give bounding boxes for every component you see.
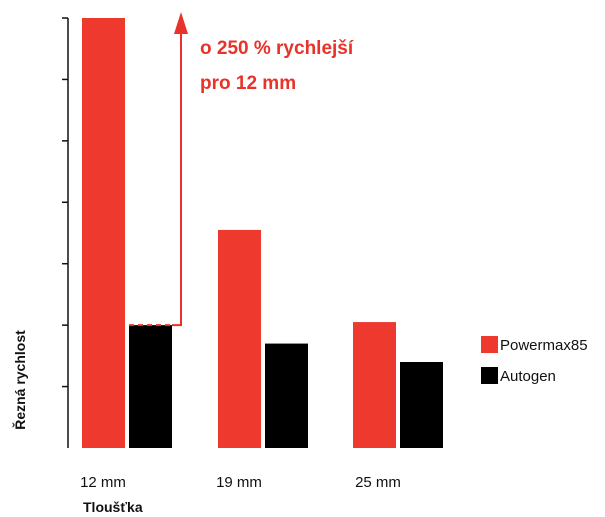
- annotation-line-1: o 250 % rychlejší: [200, 38, 354, 59]
- annotation-line-2: pro 12 mm: [200, 73, 296, 94]
- annotation: o 250 % rychlejší pro 12 mm: [129, 12, 354, 327]
- x-tick-label-2: 25 mm: [355, 474, 401, 491]
- bar-powermax85-0: [82, 18, 125, 448]
- y-axis-title: Řezná rychlost: [11, 330, 28, 430]
- bar-autogen-1: [265, 343, 308, 448]
- x-tick-label-1: 19 mm: [216, 474, 262, 491]
- bar-autogen-2: [400, 362, 443, 448]
- legend-label-powermax85: Powermax85: [500, 337, 588, 354]
- annotation-arrow-line: [172, 32, 182, 327]
- bar-autogen-0: [129, 325, 172, 448]
- legend-label-autogen: Autogen: [500, 368, 556, 385]
- x-tick-label-0: 12 mm: [80, 474, 126, 491]
- bar-powermax85-1: [218, 229, 261, 448]
- legend-swatch-autogen: [481, 367, 498, 384]
- bars: [82, 18, 443, 448]
- x-axis-title: Tloušťka: [83, 499, 143, 515]
- annotation-arrow-head: [174, 12, 188, 34]
- x-tick-labels: 12 mm 19 mm 25 mm: [80, 474, 401, 491]
- bar-powermax85-2: [353, 322, 396, 448]
- legend: Powermax85 Autogen: [481, 336, 588, 385]
- y-ticks: [62, 17, 68, 388]
- legend-swatch-powermax85: [481, 336, 498, 353]
